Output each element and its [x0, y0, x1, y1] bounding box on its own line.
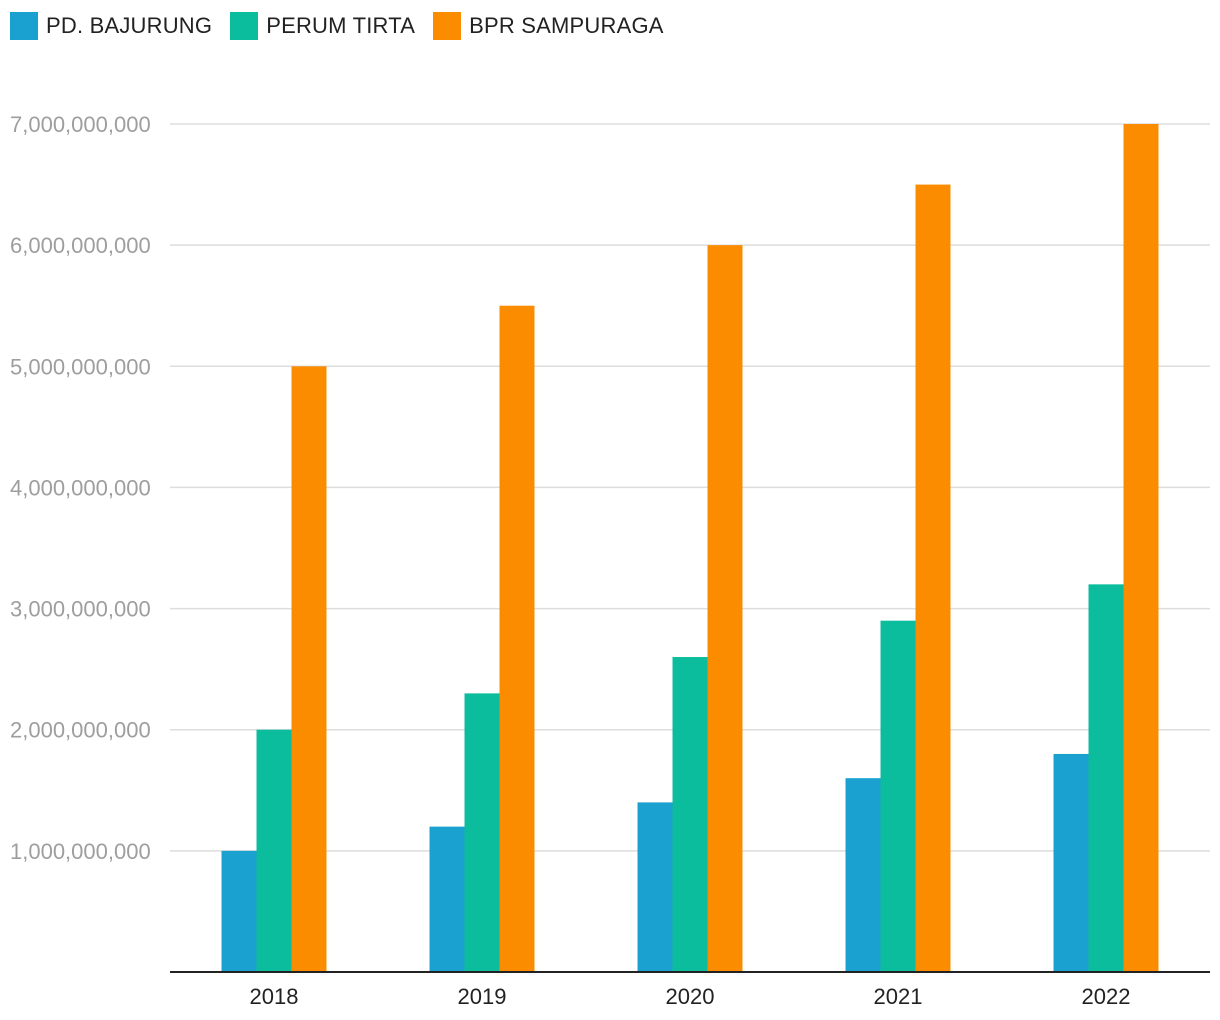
legend-label-pd-bajurung: PD. BAJURUNG: [46, 13, 213, 38]
bar-pd-bajurung-2019: [429, 826, 465, 972]
legend-swatch-bpr-sampuraga: [433, 12, 462, 40]
y-tick-label-5: 5,000,000,000: [10, 354, 151, 379]
bar-perum-tirta-2021: [880, 620, 916, 972]
bar-bpr-sampuraga-2019: [499, 305, 535, 972]
bar-perum-tirta-2022: [1088, 584, 1124, 972]
bar-pd-bajurung-2020: [637, 802, 673, 972]
legend-label-perum-tirta: PERUM TIRTA: [266, 13, 416, 38]
legend-swatch-pd-bajurung: [10, 12, 38, 40]
y-tick-label-7: 7,000,000,000: [10, 112, 151, 137]
legend-item-pd-bajurung[interactable]: PD. BAJURUNG: [10, 12, 212, 40]
y-tick-label-1: 1,000,000,000: [10, 839, 151, 864]
legend-label-bpr-sampuraga: BPR SAMPURAGA: [469, 13, 664, 38]
bar-bpr-sampuraga-2022: [1123, 124, 1159, 972]
x-tick-label-2020: 2020: [666, 984, 715, 1009]
bar-bpr-sampuraga-2018: [291, 366, 327, 972]
x-tick-label-2022: 2022: [1082, 984, 1131, 1009]
bar-pd-bajurung-2022: [1053, 753, 1089, 972]
bar-bpr-sampuraga-2020: [707, 245, 743, 973]
bar-perum-tirta-2018: [256, 729, 292, 972]
y-tick-label-4: 4,000,000,000: [10, 475, 151, 500]
legend-swatch-perum-tirta: [230, 12, 259, 40]
bar-pd-bajurung-2018: [221, 850, 257, 972]
x-tick-label-2018: 2018: [250, 984, 299, 1009]
legend-item-bpr-sampuraga[interactable]: BPR SAMPURAGA: [433, 12, 664, 40]
bar-perum-tirta-2020: [672, 657, 708, 972]
chart-legend: PD. BAJURUNG PERUM TIRTA BPR SAMPURAGA: [10, 10, 682, 42]
y-tick-label-3: 3,000,000,000: [10, 597, 151, 622]
bar-perum-tirta-2019: [464, 693, 500, 972]
legend-item-perum-tirta[interactable]: PERUM TIRTA: [230, 12, 415, 40]
bar-pd-bajurung-2021: [845, 778, 881, 972]
x-tick-label-2019: 2019: [458, 984, 507, 1009]
y-tick-label-6: 6,000,000,000: [10, 233, 151, 258]
bar-bpr-sampuraga-2021: [915, 184, 951, 973]
y-tick-label-2: 2,000,000,000: [10, 718, 151, 743]
x-tick-label-2021: 2021: [874, 984, 923, 1009]
